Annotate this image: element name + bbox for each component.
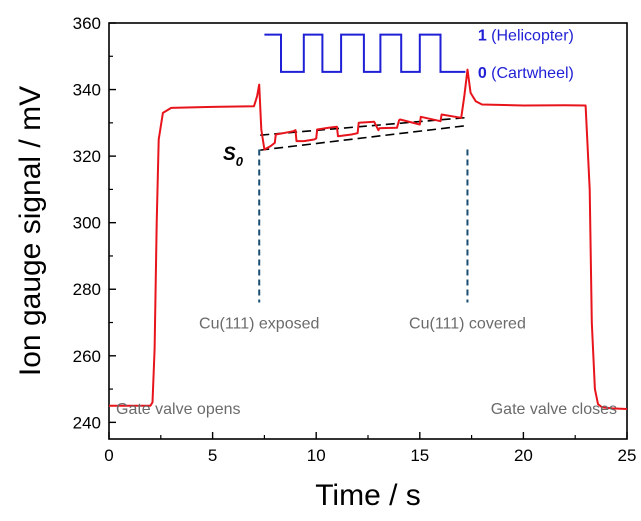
x-tick-label: 10 [307, 446, 326, 465]
y-tick-label: 340 [73, 81, 101, 100]
y-tick-label: 280 [73, 280, 101, 299]
x-tick-label: 0 [104, 446, 113, 465]
y-tick-label: 260 [73, 347, 101, 366]
state-label-helicopter: 1 (Helicopter) [478, 28, 574, 45]
event-markers: Cu(111) exposed Cu(111) covered [199, 149, 526, 333]
s0-annotation: S0 [223, 144, 244, 169]
y-axis-title: Ion gauge signal / mV [14, 86, 47, 376]
ion-gauge-series [109, 68, 628, 410]
state-label-cartwheel: 0 (Cartwheel) [478, 65, 574, 82]
gate-close-annotation: Gate valve closes [491, 401, 617, 418]
x-axis-title: Time / s [315, 479, 421, 512]
plot-frame [108, 22, 628, 440]
event-marker-label: Cu(111) covered [409, 316, 526, 333]
event-marker-label: Cu(111) exposed [199, 316, 319, 333]
x-tick-label: 15 [410, 446, 429, 465]
data-series [109, 68, 628, 410]
state-square-wave [264, 33, 466, 73]
s0-subscript: 0 [236, 154, 244, 169]
trend-line [260, 124, 468, 151]
y-tick-label: 240 [73, 413, 101, 432]
axis-ticks [108, 22, 628, 439]
x-tick-label: 25 [618, 446, 637, 465]
x-tick-label: 5 [208, 446, 217, 465]
y-tick-label: 360 [73, 14, 101, 33]
tick-labels: 0 5 10 15 20 25 240 260 280 300 320 340 360 [73, 14, 637, 465]
x-tick-label: 20 [514, 446, 533, 465]
y-tick-label: 300 [73, 214, 101, 233]
gate-open-annotation: Gate valve opens [116, 401, 241, 418]
state-inset: 1 (Helicopter) 0 (Cartwheel) [264, 28, 574, 82]
y-tick-label: 320 [73, 147, 101, 166]
s0-main: S [223, 144, 236, 165]
